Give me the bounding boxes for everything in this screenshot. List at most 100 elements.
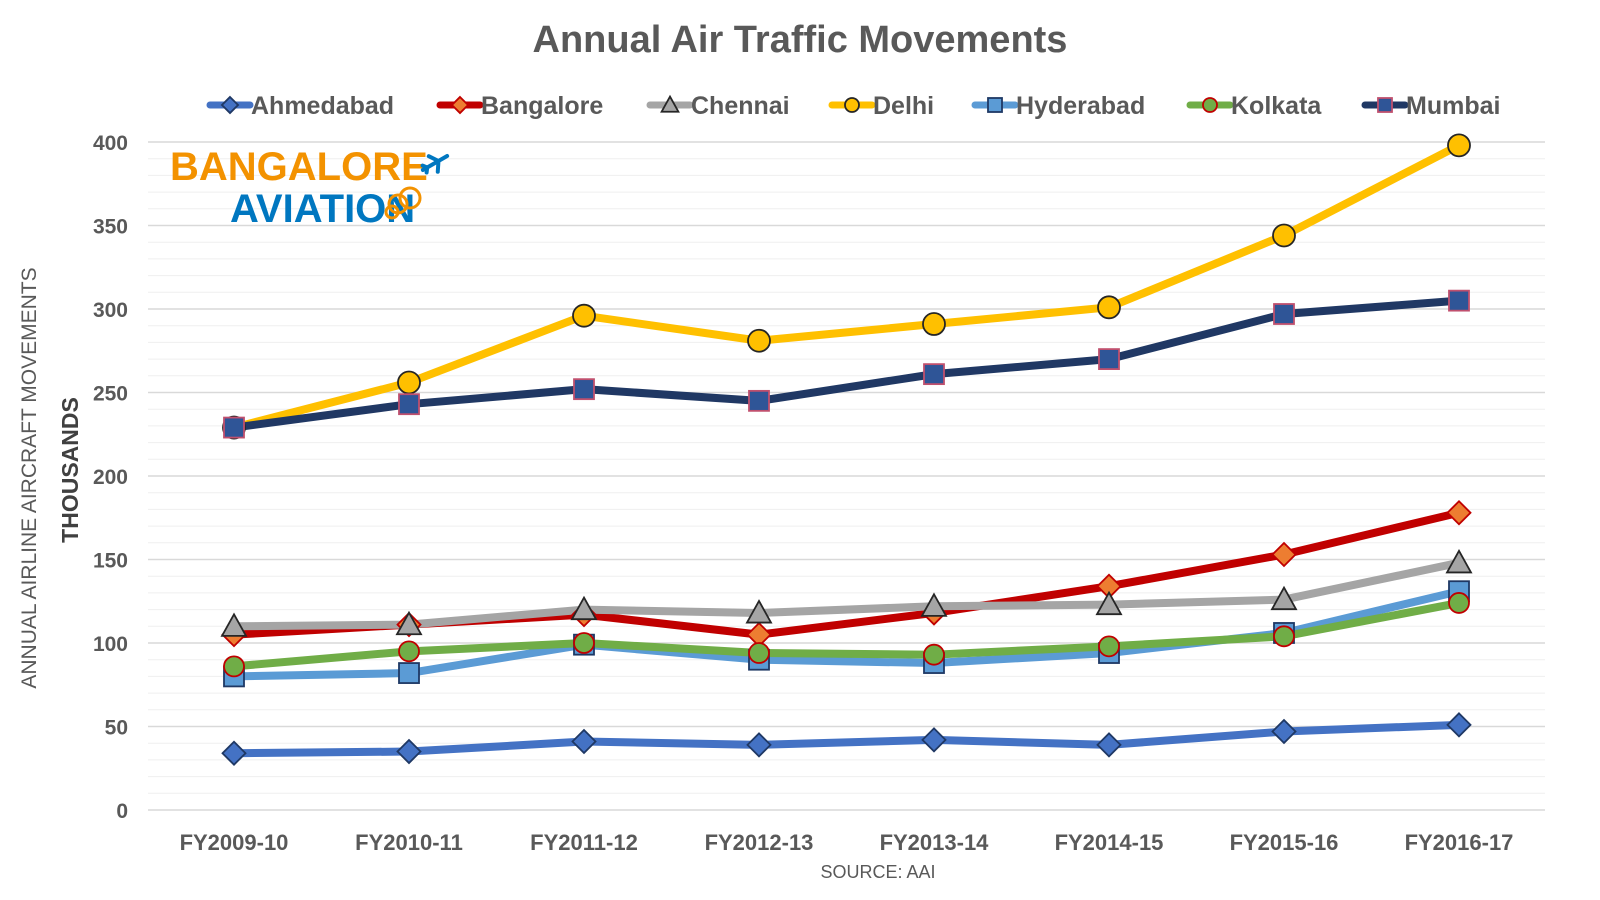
x-tick-label: FY2016-17	[1405, 830, 1514, 855]
legend-item-bangalore: Bangalore	[436, 92, 603, 120]
legend-swatch-marker	[1202, 97, 1218, 113]
data-point-kolkata	[573, 632, 595, 654]
series-markers-mumbai	[223, 289, 1470, 439]
data-point-ahmedabad	[1446, 712, 1472, 738]
gridlines	[148, 141, 1545, 811]
y-tick-label: 250	[93, 383, 128, 406]
x-tick-label: FY2013-14	[880, 830, 990, 855]
x-tick-label: FY2012-13	[705, 830, 814, 855]
y-axis-units-label: THOUSANDS	[57, 397, 83, 543]
legend: Ahmedabad Bangalore Chennai Delhi Hyderabad K…	[206, 92, 1500, 120]
data-point-kolkata	[923, 643, 945, 666]
data-point-ahmedabad	[221, 740, 247, 766]
x-tick-label: FY2010-11	[355, 830, 463, 855]
series-markers	[220, 133, 1473, 766]
x-axis-ticks: FY2009-10 FY2010-11 FY2011-12 FY2012-13 FY20…	[180, 830, 1514, 855]
y-tick-label: 400	[93, 132, 128, 155]
series-line-mumbai	[230, 296, 1463, 432]
legend-item-mumbai: Mumbai	[1361, 92, 1500, 120]
data-point-chennai	[1270, 585, 1298, 611]
y-tick-label: 0	[116, 800, 128, 823]
data-point-delhi	[922, 312, 946, 336]
legend-label: Bangalore	[481, 92, 603, 120]
data-point-chennai	[570, 595, 598, 621]
data-point-mumbai	[748, 389, 770, 412]
x-tick-label: FY2009-10	[180, 830, 289, 855]
data-point-kolkata	[1273, 625, 1295, 648]
data-point-delhi	[747, 328, 771, 353]
legend-item-hyderabad: Hyderabad	[971, 92, 1145, 120]
data-point-chennai	[1095, 590, 1123, 616]
series-markers-chennai	[220, 548, 1473, 637]
data-point-kolkata	[223, 655, 245, 678]
series-markers-kolkata	[223, 592, 1470, 678]
data-point-ahmedabad	[921, 727, 947, 753]
legend-swatch-marker	[844, 97, 860, 113]
data-point-mumbai	[1098, 348, 1120, 371]
data-point-chennai	[395, 610, 423, 636]
data-point-delhi	[1272, 223, 1296, 248]
data-point-chennai	[920, 592, 948, 617]
legend-swatch-marker	[220, 95, 240, 115]
airplane-icon	[420, 154, 450, 175]
legend-label: Ahmedabad	[251, 92, 394, 120]
data-point-ahmedabad	[1096, 732, 1122, 758]
series-markers-ahmedabad	[221, 712, 1472, 766]
chart-title: Annual Air Traffic Movements	[533, 19, 1068, 61]
y-tick-label: 150	[93, 550, 128, 573]
legend-swatch-marker	[987, 97, 1003, 113]
data-point-bangalore	[1271, 541, 1297, 568]
data-point-ahmedabad	[571, 728, 597, 755]
legend-item-delhi: Delhi	[828, 92, 934, 120]
series-line-delhi	[230, 141, 1463, 432]
x-tick-label: FY2014-15	[1055, 830, 1164, 855]
data-point-kolkata	[398, 640, 420, 663]
y-axis-label: ANNUAL AIRLINE AIRCRAFT MOVEMENTS	[18, 267, 41, 688]
data-point-bangalore	[1446, 499, 1472, 526]
legend-label: Mumbai	[1406, 92, 1500, 120]
x-tick-label: FY2011-12	[530, 830, 638, 855]
source-note: SOURCE: AAI	[820, 862, 935, 882]
bangalore-aviation-logo: BANGALORE AVIATION	[170, 145, 450, 231]
series-lines	[230, 141, 1463, 758]
data-point-mumbai	[923, 363, 945, 386]
data-point-ahmedabad	[396, 738, 422, 765]
data-point-chennai	[220, 612, 248, 637]
series-line-ahmedabad	[230, 720, 1463, 758]
logo-line2: AVIATION	[230, 187, 415, 231]
data-point-delhi	[572, 303, 596, 328]
y-tick-label: 100	[93, 633, 128, 656]
series-line-chennai	[230, 558, 1463, 631]
legend-label: Chennai	[691, 92, 790, 120]
legend-swatch-marker	[660, 94, 680, 113]
legend-item-chennai: Chennai	[646, 92, 790, 120]
data-point-chennai	[1445, 548, 1473, 574]
x-tick-label: FY2015-16	[1230, 830, 1339, 855]
data-point-delhi	[397, 370, 421, 395]
y-tick-label: 50	[105, 717, 128, 740]
y-axis-ticks: 0 50 100 150 200 250 300 350 400	[93, 132, 128, 823]
data-point-kolkata	[1098, 635, 1120, 658]
y-tick-label: 200	[93, 466, 128, 489]
data-point-mumbai	[1448, 289, 1470, 312]
data-point-mumbai	[573, 378, 595, 401]
legend-swatch-marker	[1377, 97, 1393, 113]
series-markers-delhi	[222, 133, 1471, 440]
legend-swatch-marker	[450, 95, 470, 115]
legend-label: Kolkata	[1231, 92, 1322, 120]
logo-line1: BANGALORE	[170, 145, 428, 189]
legend-label: Delhi	[873, 92, 934, 120]
data-point-ahmedabad	[1271, 718, 1297, 745]
data-point-delhi	[1447, 133, 1471, 158]
legend-item-kolkata: Kolkata	[1186, 92, 1322, 120]
legend-item-ahmedabad: Ahmedabad	[206, 92, 394, 120]
y-tick-label: 350	[93, 216, 128, 239]
data-point-chennai	[745, 599, 773, 624]
series-line-bangalore	[230, 508, 1463, 639]
data-point-ahmedabad	[746, 732, 772, 758]
cloud-icon	[384, 186, 422, 220]
legend-label: Hyderabad	[1016, 92, 1145, 120]
y-tick-label: 300	[93, 299, 128, 322]
data-point-kolkata	[1448, 592, 1470, 614]
